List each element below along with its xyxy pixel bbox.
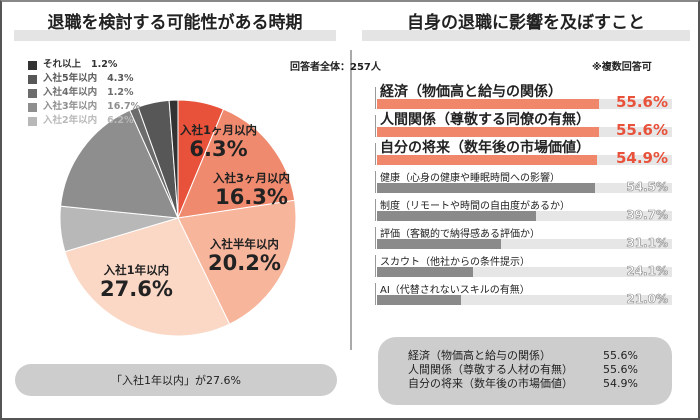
bar-tick bbox=[375, 199, 376, 221]
bar-label: 人間関係（尊敬する同僚の有無） bbox=[380, 112, 590, 128]
multi-answer-note: ※複数回答可 bbox=[592, 62, 652, 73]
bar-label: 経済（物価高と給与の関係） bbox=[380, 84, 562, 100]
legend-item: それ以上 1.2% bbox=[28, 58, 140, 72]
title-band bbox=[14, 30, 336, 41]
pie-chart bbox=[59, 99, 297, 337]
legend-swatch bbox=[28, 74, 37, 84]
bar-track bbox=[377, 239, 672, 249]
bar-tick bbox=[375, 255, 376, 277]
summary-label: 自分の将来（数年後の市場価値） bbox=[408, 377, 573, 390]
bar-label: スカウト（他社からの条件提示） bbox=[380, 257, 530, 268]
bar bbox=[377, 211, 536, 221]
bar-tick bbox=[375, 115, 376, 137]
summary-value: 54.9% bbox=[603, 377, 638, 390]
pie-legend: それ以上 1.2% 入社5年以内 4.3% 入社4年以内 1.2% 入社3年以内 16.7% 入… bbox=[28, 58, 140, 128]
bar-tick bbox=[375, 283, 376, 305]
left-summary: 「入社1年以内」が27.6% bbox=[15, 364, 337, 396]
pie-label-3month: 入社3ヶ月以内 16.3% bbox=[213, 171, 291, 209]
bar-row: 人間関係（尊敬する同僚の有無） 55.6% bbox=[375, 112, 672, 141]
bar bbox=[377, 295, 461, 305]
legend-value: 1.2% bbox=[91, 59, 118, 70]
respondents: 回答者全体：257人 bbox=[290, 62, 381, 73]
bar-value: 54.9% bbox=[615, 149, 668, 167]
bar bbox=[377, 183, 595, 193]
pie-slice bbox=[177, 108, 296, 219]
summary-value: 55.6% bbox=[603, 349, 638, 362]
bar-label: 健康（心身の健康や睡眠時間への影響） bbox=[380, 173, 560, 184]
pie-slice bbox=[60, 109, 179, 219]
bar-row: 制度（リモートや時間の自由度があるか） 39.7% bbox=[375, 197, 672, 225]
title-band bbox=[362, 30, 690, 41]
legend-item: 入社4年以内 1.2% bbox=[28, 86, 140, 100]
divider bbox=[350, 50, 352, 350]
bar-tick bbox=[375, 87, 376, 109]
bar bbox=[377, 99, 600, 109]
legend-label: 入社5年以内 bbox=[43, 73, 98, 84]
summary-row: 人間関係（尊敬する人材の有無） 55.6% bbox=[408, 363, 672, 377]
bar bbox=[377, 267, 474, 277]
bar-value: 55.6% bbox=[615, 93, 668, 111]
legend-value: 6.2% bbox=[107, 115, 134, 126]
bar-row: 健康（心身の健康や睡眠時間への影響） 54.5% bbox=[375, 169, 672, 197]
left-title: 退職を検討する可能性がある時期 bbox=[47, 13, 303, 33]
bar-row: 評価（客観的で納得感ある評価か） 31.1% bbox=[375, 225, 672, 253]
bar-row: 経済（物価高と給与の関係） 55.6% bbox=[375, 84, 672, 113]
bar-label: 評価（客観的で納得感ある評価か） bbox=[380, 229, 540, 240]
legend-label: それ以上 bbox=[43, 59, 82, 70]
legend-value: 1.2% bbox=[107, 87, 134, 98]
right-summary: 経済（物価高と給与の関係） 55.6% 人間関係（尊敬する人材の有無） 55.6% 自分… bbox=[378, 337, 672, 405]
bar-tick bbox=[375, 171, 376, 193]
bar-chart: 経済（物価高と給与の関係） 55.6% 人間関係（尊敬する同僚の有無） 55.6% 自分… bbox=[375, 84, 672, 309]
bar-label: AI（代替されないスキルの有無） bbox=[380, 285, 530, 296]
legend-item: 入社2年以内 6.2% bbox=[28, 114, 140, 128]
bar bbox=[377, 239, 502, 249]
legend-label: 入社4年以内 bbox=[43, 87, 98, 98]
summary-label: 人間関係（尊敬する人材の有無） bbox=[408, 363, 573, 376]
bar-value: 55.6% bbox=[615, 121, 668, 139]
summary-value: 55.6% bbox=[603, 363, 638, 376]
pie-label-halfyear: 入社半年以内 20.2% bbox=[208, 237, 281, 275]
bar-tick bbox=[375, 227, 376, 249]
legend-value: 16.7% bbox=[107, 101, 141, 112]
bar-row: 自分の将来（数年後の市場価値） 54.9% bbox=[375, 140, 672, 169]
legend-value: 4.3% bbox=[107, 73, 134, 84]
bar-value: 39.7% bbox=[626, 208, 668, 223]
pie-slice bbox=[64, 217, 231, 337]
bar-value: 21.0% bbox=[626, 292, 668, 307]
legend-item: 入社3年以内 16.7% bbox=[28, 100, 140, 114]
legend-label: 入社3年以内 bbox=[43, 101, 98, 112]
bar bbox=[377, 127, 600, 137]
bar-value: 31.1% bbox=[626, 236, 668, 251]
summary-row: 自分の将来（数年後の市場価値） 54.9% bbox=[408, 377, 672, 391]
summary-label: 経済（物価高と給与の関係） bbox=[408, 349, 551, 362]
pie-label-1year: 入社1年以内 27.6% bbox=[100, 263, 173, 301]
bar-label: 制度（リモートや時間の自由度があるか） bbox=[380, 201, 570, 212]
legend-swatch bbox=[28, 60, 37, 70]
legend-swatch bbox=[28, 102, 37, 112]
pie-slice bbox=[177, 199, 297, 325]
bar-track bbox=[377, 267, 672, 277]
bar-tick bbox=[375, 143, 376, 165]
bar-row: スカウト（他社からの条件提示） 24.1% bbox=[375, 253, 672, 281]
bar-label: 自分の将来（数年後の市場価値） bbox=[380, 140, 590, 156]
right-title: 自身の退職に影響を及ぼすこと bbox=[407, 13, 645, 33]
legend-swatch bbox=[28, 116, 37, 126]
summary-row: 経済（物価高と給与の関係） 55.6% bbox=[408, 349, 672, 363]
legend-swatch bbox=[28, 88, 37, 98]
pie-slice bbox=[168, 99, 179, 219]
pie-label-1month: 入社1ヶ月以内 6.3% bbox=[180, 123, 258, 161]
bar-value: 54.5% bbox=[626, 180, 668, 195]
legend-label: 入社2年以内 bbox=[43, 115, 98, 126]
bar-row: AI（代替されないスキルの有無） 21.0% bbox=[375, 281, 672, 309]
bar-track bbox=[377, 295, 672, 305]
bar bbox=[377, 155, 597, 165]
legend-item: 入社5年以内 4.3% bbox=[28, 72, 140, 86]
bar-value: 24.1% bbox=[626, 264, 668, 279]
